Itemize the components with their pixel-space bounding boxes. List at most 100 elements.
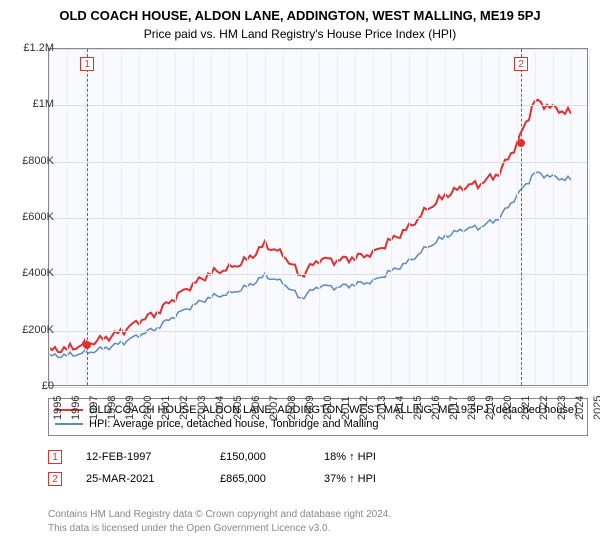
gridline-v xyxy=(139,49,140,385)
x-tick-label: 2019 xyxy=(484,396,496,420)
y-tick-label: £800K xyxy=(14,155,54,167)
gridline-v xyxy=(283,49,284,385)
sale-date: 12-FEB-1997 xyxy=(86,451,196,463)
x-tick-label: 1996 xyxy=(70,396,82,420)
x-tick-label: 2017 xyxy=(448,396,460,420)
sale-marker-line xyxy=(521,49,522,385)
x-tick-label: 2012 xyxy=(358,396,370,420)
gridline-v xyxy=(355,49,356,385)
sale-row: 1 12-FEB-1997 £150,000 18% ↑ HPI xyxy=(48,446,414,468)
plot-area: 12 xyxy=(48,48,588,386)
sale-row: 2 25-MAR-2021 £865,000 37% ↑ HPI xyxy=(48,468,414,490)
x-tick-label: 2002 xyxy=(178,396,190,420)
sale-price: £150,000 xyxy=(220,451,300,463)
x-tick-label: 2008 xyxy=(286,396,298,420)
gridline-v xyxy=(211,49,212,385)
gridline-v xyxy=(337,49,338,385)
gridline-v xyxy=(445,49,446,385)
x-tick-label: 2016 xyxy=(430,396,442,420)
gridline-v xyxy=(247,49,248,385)
sale-pct: 37% ↑ HPI xyxy=(324,473,414,485)
x-tick-label: 2025 xyxy=(592,396,600,420)
x-tick-label: 2021 xyxy=(520,396,532,420)
gridline-v xyxy=(319,49,320,385)
sale-marker-dot xyxy=(83,341,91,349)
y-tick-label: £1.2M xyxy=(14,42,54,54)
x-tick-label: 2023 xyxy=(556,396,568,420)
y-tick-label: £0 xyxy=(14,380,54,392)
attribution-line-2: This data is licensed under the Open Gov… xyxy=(48,522,391,536)
chart-container: OLD COACH HOUSE, ALDON LANE, ADDINGTON, … xyxy=(0,0,600,560)
x-tick-label: 2022 xyxy=(538,396,550,420)
gridline-v xyxy=(481,49,482,385)
chart-title: OLD COACH HOUSE, ALDON LANE, ADDINGTON, … xyxy=(0,0,600,23)
sale-marker-box: 2 xyxy=(514,57,528,71)
gridline-h xyxy=(49,387,587,388)
x-tick-label: 2006 xyxy=(250,396,262,420)
x-tick-label: 2018 xyxy=(466,396,478,420)
gridline-v xyxy=(301,49,302,385)
gridline-h xyxy=(49,105,587,106)
gridline-v xyxy=(589,49,590,385)
x-tick-label: 2024 xyxy=(574,396,586,420)
gridline-v xyxy=(193,49,194,385)
x-tick-label: 1995 xyxy=(52,396,64,420)
x-tick-label: 2005 xyxy=(232,396,244,420)
gridline-h xyxy=(49,331,587,332)
gridline-v xyxy=(499,49,500,385)
gridline-v xyxy=(265,49,266,385)
sale-marker-box: 1 xyxy=(80,57,94,71)
gridline-v xyxy=(535,49,536,385)
x-tick-label: 2010 xyxy=(322,396,334,420)
gridline-h xyxy=(49,274,587,275)
x-tick-label: 2020 xyxy=(502,396,514,420)
sale-price: £865,000 xyxy=(220,473,300,485)
sale-index-box: 1 xyxy=(48,450,62,464)
y-tick-label: £1M xyxy=(14,98,54,110)
legend-swatch xyxy=(55,423,83,425)
x-tick-label: 2013 xyxy=(376,396,388,420)
x-tick-label: 2007 xyxy=(268,396,280,420)
attribution: Contains HM Land Registry data © Crown c… xyxy=(48,508,391,536)
gridline-h xyxy=(49,49,587,50)
gridline-v xyxy=(427,49,428,385)
chart-subtitle: Price paid vs. HM Land Registry's House … xyxy=(0,23,600,41)
x-tick-label: 2004 xyxy=(214,396,226,420)
gridline-v xyxy=(103,49,104,385)
x-tick-label: 2009 xyxy=(304,396,316,420)
gridline-v xyxy=(391,49,392,385)
attribution-line-1: Contains HM Land Registry data © Crown c… xyxy=(48,508,391,522)
x-tick-label: 2015 xyxy=(412,396,424,420)
x-tick-label: 1998 xyxy=(106,396,118,420)
gridline-h xyxy=(49,162,587,163)
gridline-v xyxy=(571,49,572,385)
gridline-v xyxy=(85,49,86,385)
gridline-v xyxy=(409,49,410,385)
sale-marker-dot xyxy=(517,139,525,147)
gridline-v xyxy=(121,49,122,385)
y-tick-label: £400K xyxy=(14,267,54,279)
x-tick-label: 2014 xyxy=(394,396,406,420)
x-tick-label: 1999 xyxy=(124,396,136,420)
sale-index-box: 2 xyxy=(48,472,62,486)
x-tick-label: 1997 xyxy=(88,396,100,420)
sale-date: 25-MAR-2021 xyxy=(86,473,196,485)
gridline-h xyxy=(49,218,587,219)
gridline-v xyxy=(553,49,554,385)
gridline-v xyxy=(67,49,68,385)
y-tick-label: £600K xyxy=(14,211,54,223)
gridline-v xyxy=(175,49,176,385)
sale-marker-line xyxy=(87,49,88,385)
gridline-v xyxy=(229,49,230,385)
x-tick-label: 2003 xyxy=(196,396,208,420)
gridline-v xyxy=(157,49,158,385)
x-tick-label: 2001 xyxy=(160,396,172,420)
sales-table: 1 12-FEB-1997 £150,000 18% ↑ HPI 2 25-MAR-202… xyxy=(48,446,414,490)
series-line-property xyxy=(49,100,571,352)
gridline-v xyxy=(373,49,374,385)
sale-pct: 18% ↑ HPI xyxy=(324,451,414,463)
x-tick-label: 2000 xyxy=(142,396,154,420)
gridline-v xyxy=(517,49,518,385)
y-tick-label: £200K xyxy=(14,324,54,336)
gridline-v xyxy=(463,49,464,385)
